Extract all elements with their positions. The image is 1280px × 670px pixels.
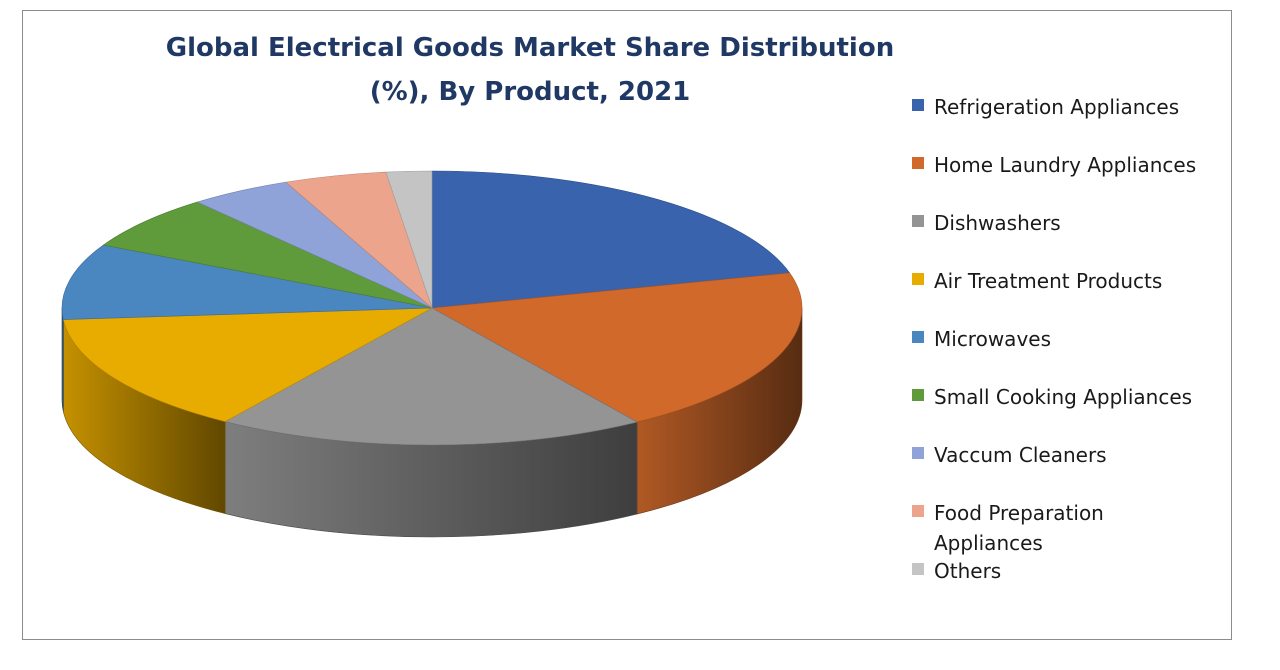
legend-label: Small Cooking Appliances: [934, 385, 1193, 409]
legend-label: Refrigeration Appliances: [934, 95, 1180, 119]
pie-slice-small-cooking-appliances: [102, 201, 433, 309]
pie-side-4: [61, 307, 64, 412]
pie-side-walls: [61, 307, 803, 538]
legend-label: Dishwashers: [934, 211, 1061, 235]
legend-swatch: [912, 157, 924, 169]
pie-slice-air-treatment-products: [62, 307, 433, 422]
legend-swatch: [912, 563, 924, 575]
legend-label: Home Laundry Appliances: [934, 153, 1197, 177]
legend-swatch: [912, 389, 924, 401]
legend-label: Food Preparation Appliances: [934, 501, 1104, 555]
legend-label: Microwaves: [934, 327, 1052, 351]
legend-label: Air Treatment Products: [934, 269, 1163, 293]
pie-slice-refrigeration-appliances: [431, 170, 791, 309]
chart-title: Global Electrical Goods Market Share Dis…: [165, 33, 895, 107]
legend-swatch: [912, 273, 924, 285]
pie-slice-dishwashers: [224, 307, 638, 446]
pie-top: [61, 170, 803, 446]
legend-swatch: [912, 99, 924, 111]
legend-label: Vaccum Cleaners: [934, 443, 1107, 467]
legend-swatch: [912, 215, 924, 227]
legend-swatch: [912, 505, 924, 517]
legend-swatch: [912, 331, 924, 343]
pie-slice-microwaves: [61, 244, 433, 320]
pie-slice-home-laundry-appliances: [431, 272, 803, 423]
legend-label: Others: [934, 559, 1002, 583]
pie-slice-others: [385, 170, 433, 309]
legend-swatch: [912, 447, 924, 459]
